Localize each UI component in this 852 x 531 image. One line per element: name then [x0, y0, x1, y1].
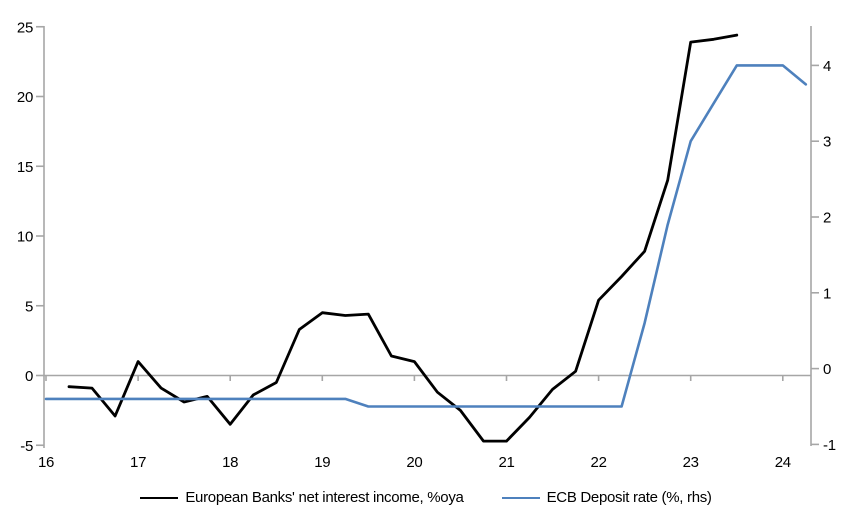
x-tick-label: 22 [591, 454, 607, 471]
legend-item-ecb-deposit-rate: ECB Deposit rate (%, rhs) [501, 489, 712, 506]
series-line-net-interest-income [67, 33, 739, 443]
x-tick-label: 23 [683, 454, 699, 471]
x-tick-label: 16 [38, 454, 54, 471]
legend-label: ECB Deposit rate (%, rhs) [546, 489, 712, 506]
x-tick-label: 24 [775, 454, 791, 471]
series-line-ecb-deposit-rate [44, 64, 808, 408]
x-tick-label: 20 [406, 454, 422, 471]
chart-legend: European Banks' net interest income, %oy… [0, 489, 852, 506]
legend-label: European Banks' net interest income, %oy… [185, 489, 464, 506]
y-right-tick-label: 3 [823, 134, 831, 151]
black-line-swatch-icon [140, 496, 179, 499]
y-right-tick-label: 1 [823, 285, 831, 302]
y-left-tick-label: 15 [17, 159, 33, 176]
y-left-tick-label: 5 [25, 298, 33, 315]
y-left-tick-label: 25 [17, 19, 33, 36]
y-right-tick-label: 4 [823, 58, 831, 75]
x-tick-label: 18 [222, 454, 238, 471]
y-right-tick-label: -1 [823, 437, 836, 454]
y-left-tick-label: 0 [25, 368, 33, 385]
x-tick-label: 17 [130, 454, 146, 471]
y-left-tick-label: 20 [17, 89, 33, 106]
legend-item-net-interest-income: European Banks' net interest income, %oy… [140, 489, 464, 506]
x-tick-label: 21 [498, 454, 514, 471]
x-tick-label: 19 [314, 454, 330, 471]
y-left-tick-label: 10 [17, 229, 33, 246]
y-right-tick-label: 2 [823, 210, 831, 227]
blue-line-swatch-icon [501, 496, 540, 499]
y-right-tick-label: 0 [823, 361, 831, 378]
y-left-tick-label: -5 [20, 438, 33, 455]
